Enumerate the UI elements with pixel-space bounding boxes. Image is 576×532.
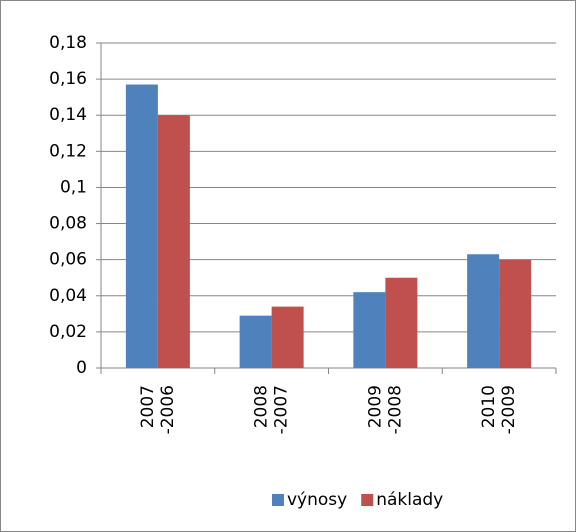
y-tick-label: 0,16 (49, 69, 87, 89)
y-tick-label: 0,02 (49, 322, 87, 342)
bar (385, 277, 418, 368)
bar (239, 315, 272, 368)
y-tick-label: 0,14 (49, 105, 87, 125)
bar (353, 292, 386, 368)
y-tick-label: 0,06 (49, 250, 87, 270)
y-tick-label: 0,1 (60, 177, 87, 197)
x-tick-label: 2009-2008 (365, 385, 405, 434)
bar (271, 306, 304, 368)
x-tick-label: 2008-2007 (252, 385, 292, 434)
bar (467, 254, 500, 368)
y-tick-label: 0 (76, 358, 87, 378)
x-tick-label: 2007-2006 (138, 385, 178, 434)
y-tick-label: 0,08 (49, 214, 87, 234)
bar (157, 115, 190, 368)
bar (125, 84, 158, 369)
y-tick-label: 0,18 (49, 33, 87, 53)
x-tick-label: 2010-2009 (479, 385, 519, 434)
y-tick-label: 0,12 (49, 141, 87, 161)
bar (499, 259, 532, 368)
legend-label: náklady (376, 490, 443, 510)
y-tick-label: 0,04 (49, 286, 87, 306)
legend-swatch (361, 494, 374, 506)
legend-label: výnosy (287, 490, 347, 510)
legend-swatch (272, 494, 284, 506)
